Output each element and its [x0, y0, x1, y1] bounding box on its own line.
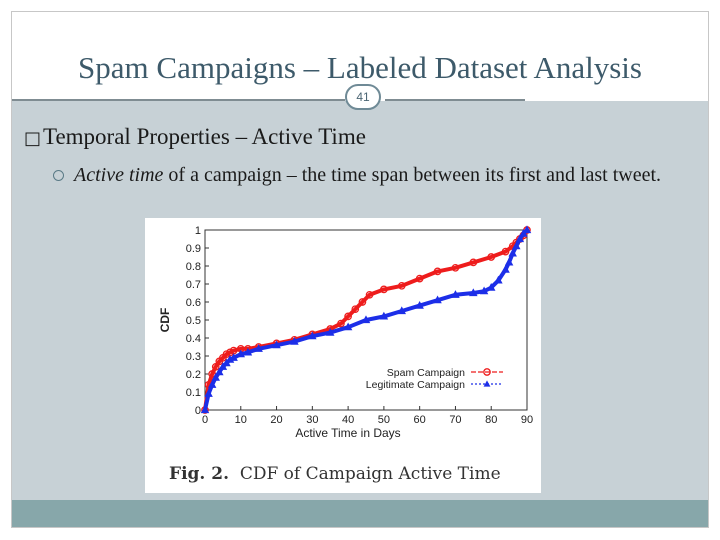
- figure-label: Fig. 2.: [169, 464, 229, 484]
- x-tick-label: 40: [342, 414, 354, 426]
- y-tick-label: 1: [195, 225, 201, 237]
- data-point: [358, 298, 367, 306]
- x-tick-label: 30: [306, 414, 318, 426]
- x-tick-label: 80: [485, 414, 497, 426]
- data-point: [308, 331, 317, 340]
- y-tick-label: 0.8: [186, 261, 201, 273]
- data-point: [211, 362, 220, 371]
- data-point: [344, 312, 352, 321]
- data-point: [486, 282, 496, 291]
- data-point: [207, 380, 217, 388]
- slide-title: Spam Campaigns – Labeled Dataset Analysi…: [78, 50, 642, 85]
- series-line: [203, 228, 529, 411]
- title-divider-left: [12, 99, 345, 101]
- figure-caption-text: CDF of Campaign Active Time: [239, 464, 501, 484]
- data-point: [290, 336, 299, 345]
- data-point: [215, 367, 224, 376]
- y-tick-label: 0.9: [186, 243, 201, 255]
- y-tick-label: 0.7: [186, 279, 201, 291]
- data-point: [380, 285, 388, 294]
- heading-bullet-icon: □: [24, 128, 42, 149]
- data-point: [519, 228, 528, 237]
- data-point: [501, 247, 510, 256]
- y-tick-label: 0: [195, 405, 201, 417]
- data-point: [469, 258, 478, 267]
- data-point: [272, 340, 281, 349]
- data-point: [361, 315, 371, 324]
- data-point: [337, 319, 345, 328]
- data-point: [515, 234, 525, 243]
- data-point: [325, 327, 335, 336]
- x-tick-label: 20: [270, 414, 282, 426]
- y-tick-label: 0.5: [186, 315, 201, 327]
- data-point: [254, 344, 263, 352]
- bullet-text: Active time of a campaign – the time spa…: [74, 163, 694, 188]
- data-point: [365, 290, 374, 299]
- y-tick-label: 0.1: [186, 387, 201, 399]
- data-point: [397, 281, 406, 290]
- data-point: [415, 274, 424, 283]
- data-point: [397, 306, 407, 315]
- y-tick-label: 0.6: [186, 297, 201, 309]
- figure-caption: Fig. 2. CDF of Campaign Active Time: [169, 464, 501, 484]
- legend-label: Spam Campaign: [387, 367, 465, 379]
- data-point: [494, 275, 503, 284]
- legend-marker: [483, 380, 491, 387]
- slide-number-badge: 41: [345, 84, 381, 110]
- x-tick-label: 90: [521, 414, 533, 426]
- x-tick-label: 0: [202, 414, 208, 426]
- data-point: [243, 347, 253, 356]
- figure: 0 10 20 30 40 50 60 70 80 90 0 0.1 0.2 0.3 0.4 0.5 0.6 0.…: [145, 218, 541, 493]
- x-tick-label: 60: [414, 414, 426, 426]
- data-point: [211, 372, 220, 381]
- data-point: [351, 305, 360, 314]
- x-axis-label: Active Time in Days: [295, 426, 400, 440]
- circle-bullet-icon: [53, 170, 64, 181]
- x-tick-label: 70: [449, 414, 461, 426]
- x-tick-label: 10: [235, 414, 247, 426]
- data-point: [229, 353, 238, 361]
- slide-frame: [11, 11, 709, 528]
- section-heading: □Temporal Properties – Active Time: [24, 124, 366, 150]
- y-tick-label: 0.4: [186, 333, 201, 345]
- data-point: [222, 358, 231, 367]
- data-point: [379, 311, 389, 320]
- data-point: [433, 295, 442, 304]
- spam-series: [201, 226, 531, 414]
- data-point: [504, 257, 514, 266]
- data-point: [487, 253, 496, 261]
- y-axis-label: CDF: [158, 308, 172, 333]
- bullet-definition: of a campaign – the time span between it…: [163, 164, 662, 186]
- data-point: [433, 267, 442, 276]
- data-point: [236, 349, 246, 358]
- data-point: [508, 248, 517, 257]
- legend-marker: [483, 368, 491, 376]
- footer-bar: [12, 500, 708, 527]
- data-point: [451, 290, 460, 298]
- data-point: [522, 225, 532, 234]
- legend-label: Legitimate Campaign: [366, 379, 465, 391]
- data-point: [200, 405, 210, 414]
- title-divider-right: [385, 99, 525, 101]
- data-point: [451, 263, 460, 272]
- data-point: [469, 288, 478, 297]
- x-tick-label: 50: [378, 414, 390, 426]
- heading-text: Temporal Properties – Active Time: [43, 124, 366, 149]
- legit-series: [200, 225, 532, 414]
- data-point: [512, 241, 521, 250]
- data-point: [204, 389, 213, 397]
- data-point: [415, 300, 424, 309]
- y-tick-label: 0.3: [186, 351, 201, 363]
- cdf-chart: 0 10 20 30 40 50 60 70 80 90 0 0.1 0.2 0.3 0.4 0.5 0.6 0.…: [158, 225, 533, 440]
- data-point: [479, 286, 489, 295]
- data-point: [501, 264, 510, 273]
- bullet-term: Active time: [74, 164, 164, 186]
- y-tick-label: 0.2: [186, 369, 201, 381]
- data-point: [343, 322, 353, 331]
